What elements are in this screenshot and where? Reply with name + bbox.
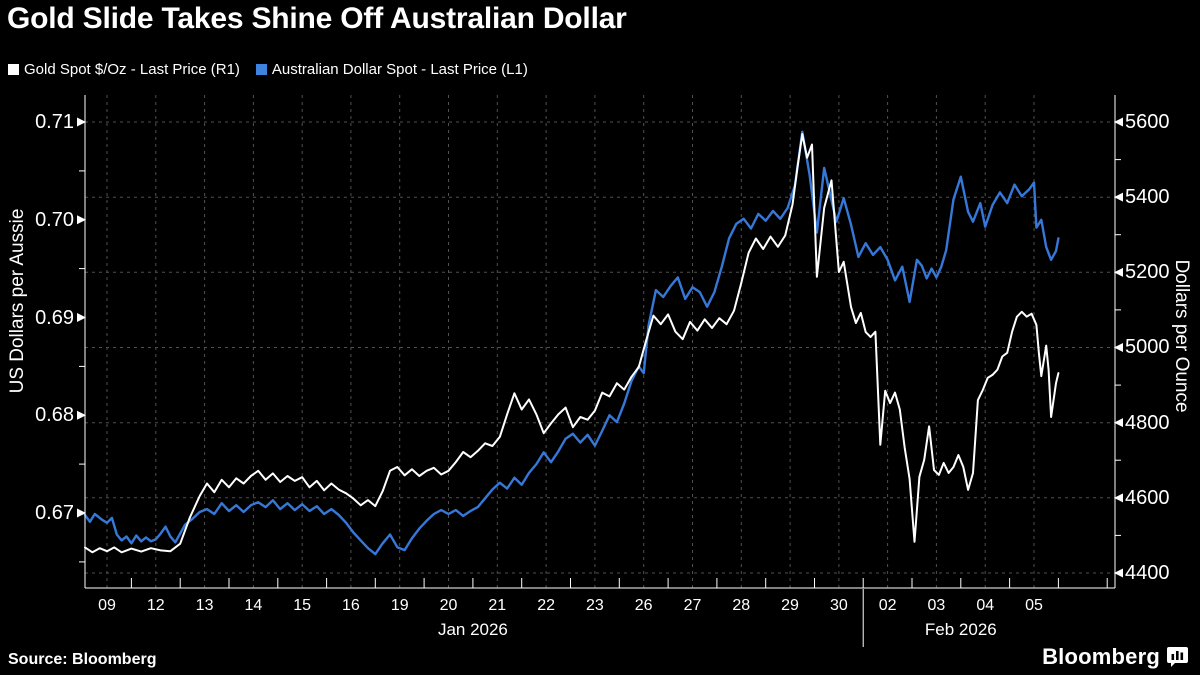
aud-series-swatch-icon: [255, 64, 267, 75]
x-axis-day-label: 23: [585, 597, 604, 614]
x-axis-day-label: 16: [342, 597, 360, 614]
x-axis-day-label: 03: [927, 597, 946, 614]
left-axis-tick-label: 0.70: [35, 208, 74, 231]
x-axis-day-label: 14: [244, 597, 263, 614]
x-axis-day-label: 21: [488, 597, 507, 614]
right-axis-tick-label: 4400: [1125, 561, 1170, 584]
x-axis-day-label: 27: [683, 597, 702, 614]
x-axis-day-label: 13: [195, 597, 214, 614]
gold-spot-line: [84, 133, 1060, 554]
x-axis-month-label-feb: Feb 2026: [924, 620, 997, 639]
legend-item-aud: Australian Dollar Spot - Last Price (L1): [255, 61, 528, 78]
right-axis-tick-label: 5200: [1125, 261, 1170, 284]
right-axis-tick-label: 5400: [1125, 186, 1170, 209]
bloomberg-bug-icon: [1167, 647, 1188, 667]
right-axis-tick-label: 5600: [1125, 111, 1170, 133]
legend-item-gold: Gold Spot $/Oz - Last Price (R1): [8, 61, 240, 78]
right-axis-tick-label: 4800: [1125, 411, 1170, 434]
left-axis-tick-label: 0.67: [35, 502, 74, 524]
x-axis-month-label-jan: Jan 2026: [437, 620, 508, 639]
x-axis-day-label: 19: [390, 597, 409, 614]
left-axis-tick-label: 0.69: [35, 306, 74, 329]
x-axis-day-label: 26: [634, 597, 653, 614]
x-axis-day-label: 22: [537, 597, 555, 614]
x-axis-day-label: 05: [1025, 597, 1043, 614]
x-axis-day-label: 15: [293, 597, 312, 614]
aud-spot-line: [83, 130, 1060, 556]
source-attribution: Source: Bloomberg: [8, 651, 157, 668]
legend-label-aud: Australian Dollar Spot - Last Price (L1): [271, 61, 528, 78]
x-axis-day-label: 28: [732, 597, 751, 614]
gold-series-swatch-icon: [8, 64, 19, 75]
x-axis-day-label: 12: [146, 597, 165, 614]
left-axis-tick-label: 0.71: [35, 111, 74, 133]
x-axis-day-label: 04: [976, 597, 995, 614]
legend-label-gold: Gold Spot $/Oz - Last Price (R1): [24, 61, 240, 78]
right-axis-tick-label: 4600: [1125, 486, 1170, 509]
bloomberg-logo: Bloomberg: [1042, 644, 1188, 670]
x-axis-day-label: 02: [878, 597, 897, 614]
x-axis-day-label: 09: [98, 597, 116, 614]
x-axis-day-label: 29: [781, 597, 799, 614]
left-axis-tick-label: 0.68: [35, 404, 74, 427]
chart-title: Gold Slide Takes Shine Off Australian Do…: [7, 2, 627, 35]
right-axis-title: Dollars per Ounce: [1171, 259, 1192, 413]
x-axis-day-label: 20: [439, 597, 458, 614]
bloomberg-wordmark: Bloomberg: [1042, 644, 1160, 669]
chart-legend: Gold Spot $/Oz - Last Price (R1) Austral…: [8, 61, 528, 78]
x-axis-day-label: 30: [829, 597, 848, 614]
right-axis-tick-label: 5000: [1125, 336, 1170, 359]
